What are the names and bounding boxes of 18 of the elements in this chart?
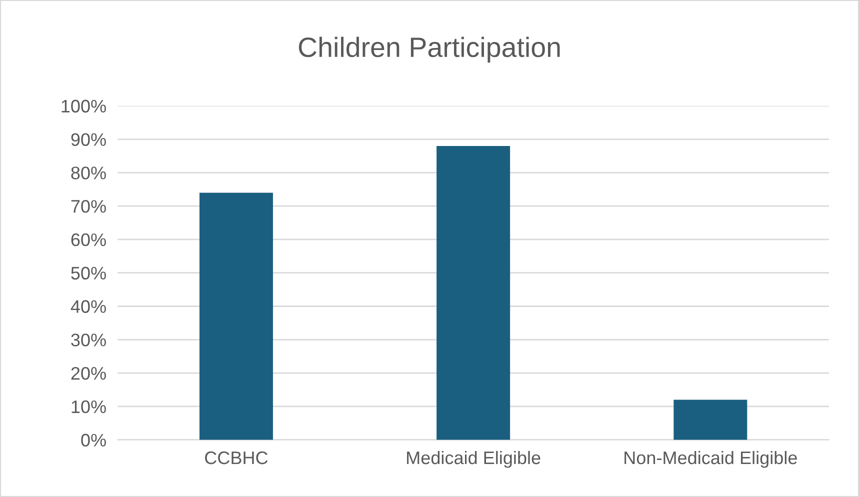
y-tick-label: 60% (71, 233, 106, 246)
y-tick-label: 40% (70, 300, 106, 313)
x-tick-label: Medicaid Eligible (407, 450, 540, 468)
x-tick-label: Non-Medicaid Eligible (624, 450, 797, 468)
x-tick-label: CCBHC (205, 451, 268, 464)
y-tick-label: 50% (71, 266, 106, 280)
bar (199, 192, 273, 440)
bar (674, 400, 748, 440)
bar (436, 146, 510, 440)
y-tick-label: 70% (71, 200, 106, 213)
y-tick-label: 90% (71, 133, 106, 146)
y-tick-label: 0% (81, 434, 106, 447)
y-tick-label: 80% (71, 166, 106, 180)
y-tick-label: 100% (62, 100, 106, 113)
y-tick-label: 20% (71, 366, 106, 380)
y-tick-label: 10% (72, 400, 106, 414)
y-tick-label: 30% (71, 334, 106, 346)
chart-title: Children Participation (298, 36, 560, 63)
